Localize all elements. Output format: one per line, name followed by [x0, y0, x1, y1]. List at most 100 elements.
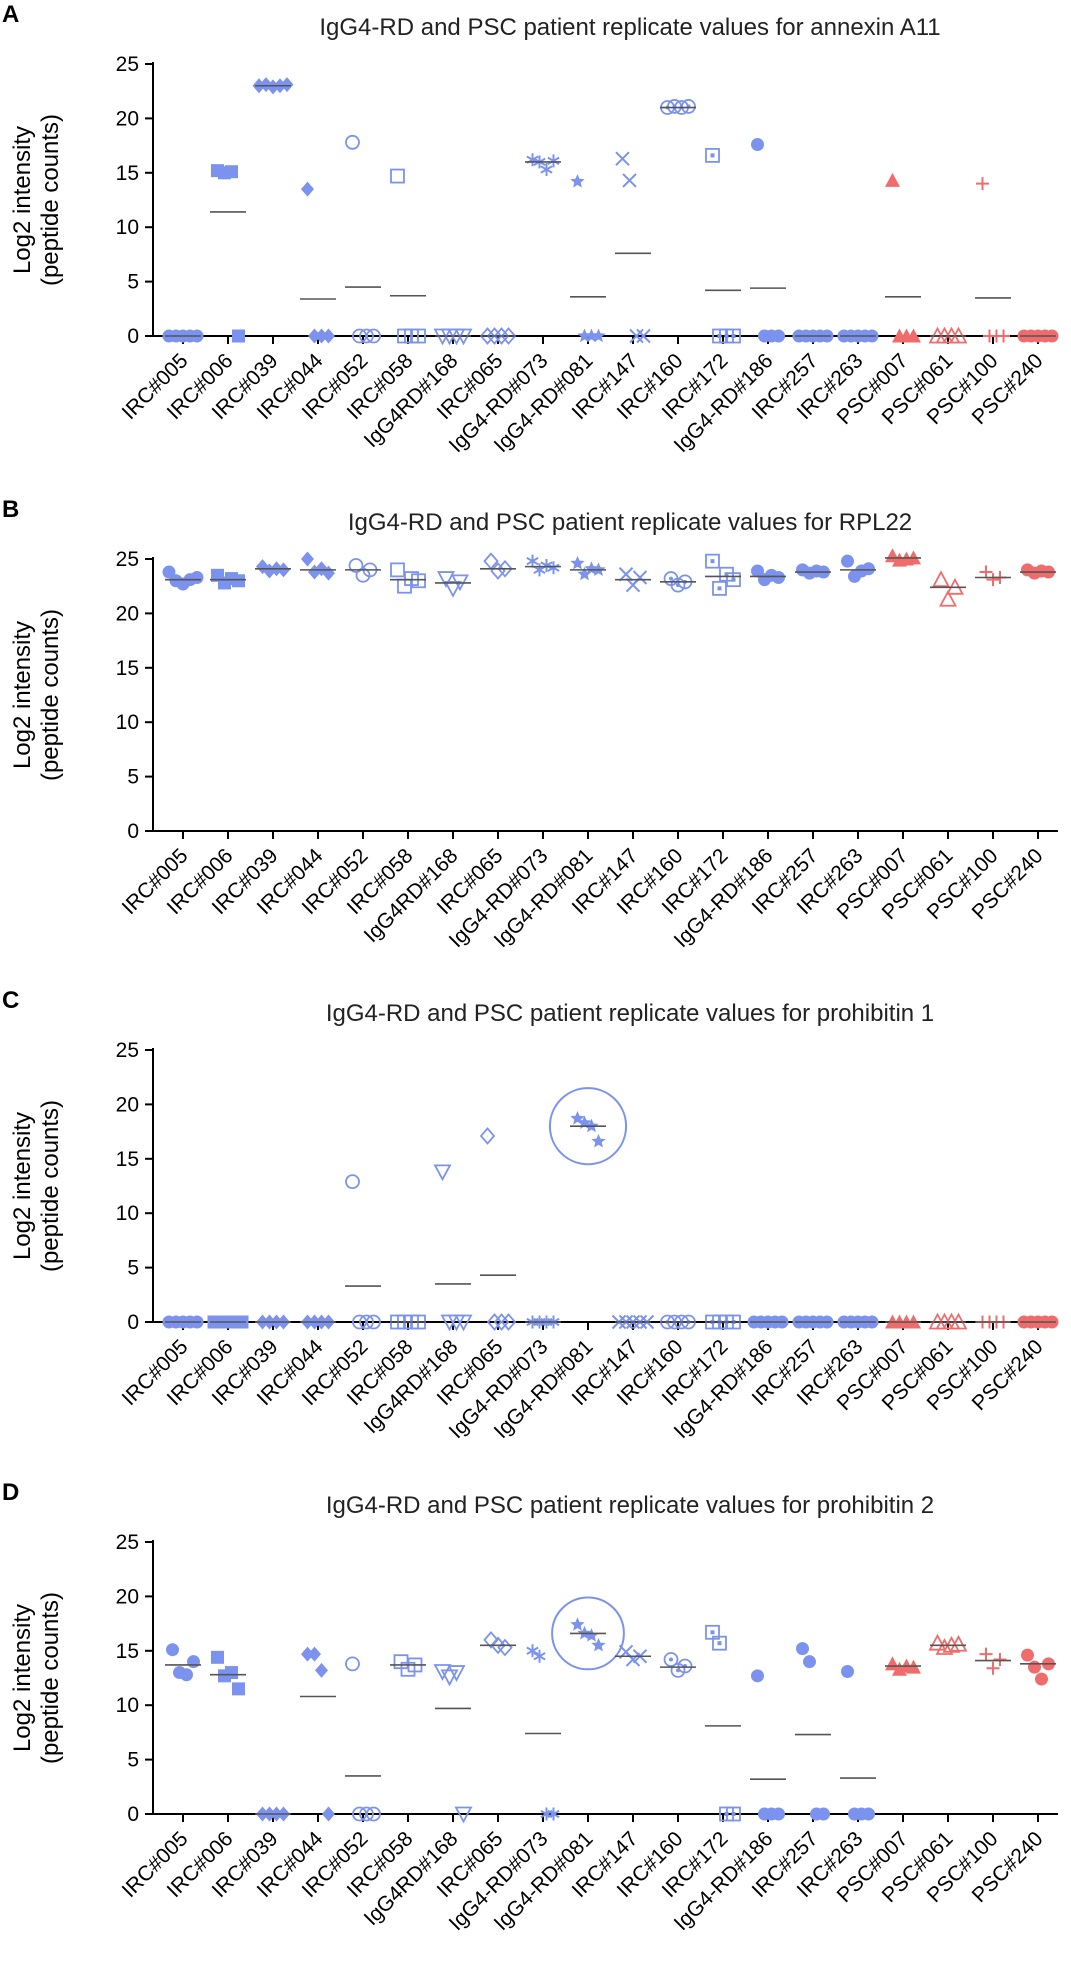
panel-c-ytick-label: 15 [116, 1148, 139, 1171]
panel-a-series [433, 328, 473, 346]
panel-b-series [930, 570, 966, 607]
panel-a-ytick-label: 20 [116, 107, 139, 130]
panel-d-data-point [772, 1807, 785, 1821]
panel-b-series [390, 562, 426, 594]
panel-b-data-point [772, 570, 785, 584]
panel-d-data-point [817, 1807, 830, 1821]
panel-c-series [479, 1127, 517, 1331]
panel-b-series [345, 558, 381, 583]
panel-c-ylabel-line1: Log2 intensity [9, 1112, 36, 1260]
panel-d-series [615, 1644, 651, 1667]
panel-d-data-point [440, 1669, 459, 1687]
panel-d-data-point [497, 1638, 513, 1657]
panel-c-series [837, 1315, 879, 1329]
panel-a-data-point [997, 329, 1010, 343]
panel-c-data-point [479, 1127, 496, 1145]
panel-c-series [611, 1314, 655, 1330]
panel-a-series [390, 168, 426, 344]
panel-b-series [615, 567, 651, 593]
panel-d-data-point [454, 1806, 473, 1824]
panel-c-series [525, 1315, 561, 1329]
panel-d-data-point [301, 1646, 314, 1662]
panel-c-series [975, 1315, 1011, 1329]
panel-a-data-point [301, 181, 314, 197]
panel-b-ytick-label: 5 [127, 766, 139, 789]
panel-a-data-point [315, 328, 328, 344]
panel-c-series [162, 1315, 204, 1329]
panel-b-ylabel-line2: (peptide counts) [37, 609, 64, 781]
panel-d-data-point [322, 1806, 335, 1822]
panel-a-ytick-label: 25 [116, 53, 139, 76]
panel-d-data-point [935, 1638, 954, 1655]
panel-d-data-point [949, 1634, 968, 1652]
panel-d-series [660, 1652, 696, 1678]
panel-a-ytick-label: 15 [116, 162, 139, 185]
panel-a-letter: A [2, 1, 19, 28]
panel-d-data-point [751, 1669, 764, 1683]
panel-a-data-point [622, 173, 637, 188]
panel-d-data-point [232, 1682, 245, 1696]
panel-d-data-point [526, 1644, 539, 1658]
panel-a-data-point [359, 328, 374, 344]
panel-d-ylabel: Log2 intensity(peptide counts) [9, 1592, 64, 1764]
panel-d-series [210, 1650, 246, 1696]
panel-b-data-point [931, 570, 951, 588]
panel-c-series [300, 1314, 336, 1330]
panel-a-data-point [225, 165, 238, 179]
panel-d-ytick-label: 15 [116, 1640, 139, 1663]
panel-b-data-point [632, 570, 648, 585]
panel-b-series [660, 571, 696, 593]
panel-a-series [570, 174, 606, 343]
panel-a-data-point [486, 327, 503, 345]
panel-b-data-point [862, 562, 875, 576]
panel-c-series [390, 1314, 426, 1330]
panel-b-ytick-label: 15 [116, 657, 139, 680]
panel-a-data-point [540, 163, 553, 177]
panel-d-ytick-label: 20 [116, 1585, 139, 1608]
panel-b-data-point [841, 554, 854, 568]
panel-c-ytick-label: 25 [116, 1039, 139, 1062]
panel-d-series [300, 1646, 336, 1822]
panel-a-data-point [570, 174, 585, 188]
panel-a-data-point [493, 327, 510, 345]
panel-b-data-point [232, 574, 245, 588]
panel-b-data-point [162, 565, 176, 579]
panel-a-series [750, 138, 786, 343]
panel-d-series [750, 1669, 786, 1821]
panel-c-data-point [454, 1314, 473, 1332]
panel-c-data-point [591, 1133, 606, 1148]
panel-a-data-point [500, 327, 517, 345]
panel-d-ytick-label: 25 [116, 1531, 139, 1554]
panel-b: B IgG4-RD and PSC patient replicate value… [2, 496, 1058, 952]
panel-c-series [345, 1174, 381, 1330]
panel-a-series [210, 164, 246, 343]
panel-d-series [795, 1642, 831, 1821]
panel-d-data-point [211, 1650, 224, 1664]
panel-a-data-point [322, 328, 335, 344]
panel-b-data-point [277, 562, 290, 578]
panel-a-ytick-label: 5 [127, 271, 139, 294]
panel-a-series [885, 172, 921, 343]
panel-a-data-point [280, 77, 294, 93]
panel-c-data-point [493, 1313, 510, 1331]
panel-d-data-point [986, 1661, 1000, 1675]
panel-b-series [255, 559, 291, 579]
panel-a-data-point [591, 328, 606, 343]
panel-d-series [975, 1647, 1011, 1675]
panel-d-data-point [359, 1806, 374, 1822]
panel-b-series [435, 571, 471, 598]
panel-d-data-point [366, 1806, 381, 1822]
panel-d-letter: D [2, 1479, 19, 1506]
panel-b-data-point [526, 554, 539, 568]
panel-d-data-point [726, 1806, 741, 1822]
panel-d-data-point [352, 1806, 367, 1822]
panel-a-series [252, 77, 294, 95]
panel-b-ytick-label: 25 [116, 548, 139, 571]
panel-a-series [792, 329, 834, 343]
panel-b-series [1020, 563, 1056, 580]
panel-d-ytick-label: 0 [127, 1803, 139, 1826]
panel-b-ylabel-line1: Log2 intensity [9, 621, 36, 769]
panel-d-data-point [663, 1652, 679, 1667]
